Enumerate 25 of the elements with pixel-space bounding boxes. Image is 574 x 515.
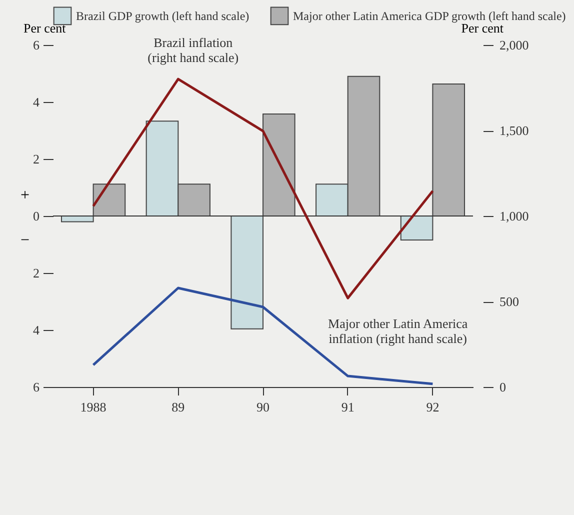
y2-axis-title: Per cent [461, 20, 504, 36]
x-tick-label: 1988 [80, 400, 106, 414]
x-tick-label: 91 [341, 400, 354, 414]
series-label: Major other Latin America inflation (right hand scale) [328, 316, 468, 346]
x-tick-label: 90 [256, 400, 270, 414]
text: Brazil inflation (right hand scale) [148, 35, 239, 66]
y-tick-label: 6 [33, 380, 40, 394]
text: + [20, 187, 30, 204]
y2-tick-label: 2,000 [500, 38, 529, 52]
y-axis-title: Per cent [24, 20, 66, 36]
y2-tick-label: 0 [500, 380, 506, 394]
x-tick-label: 89 [172, 400, 185, 414]
y2-tick-label: 1,000 [500, 208, 529, 224]
y-tick-label: 2 [33, 266, 40, 280]
x-tick-label: 92 [426, 400, 440, 414]
legend-label: Brazil GDP growth (left hand scale) [76, 8, 250, 23]
y-tick-label: 2 [33, 152, 40, 166]
y-tick-label: 6 [33, 38, 40, 52]
y2-tick-label: 500 [500, 294, 519, 309]
y-tick-label: 4 [33, 322, 40, 338]
y2-tick-label: 1,500 [500, 123, 529, 138]
y-tick-label: 4 [33, 94, 40, 110]
legend-label: Major other Latin America GDP growth (left hand scale) [293, 8, 566, 23]
text: − [20, 232, 30, 249]
y-tick-label: 0 [33, 208, 40, 224]
